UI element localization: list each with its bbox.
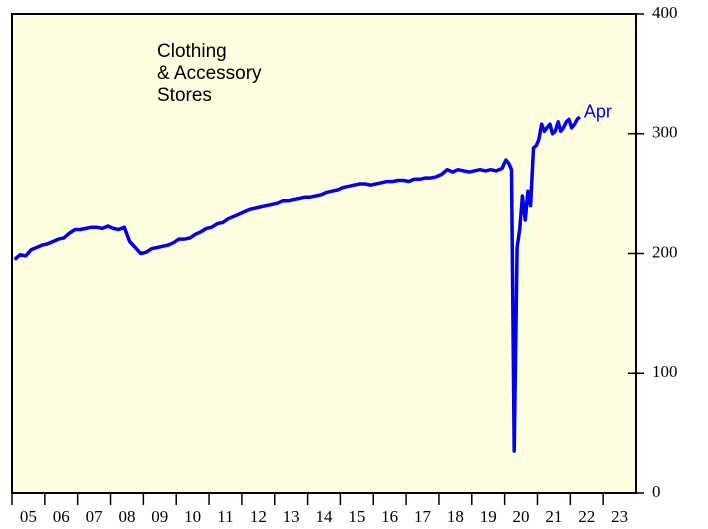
- y-tick-label: 0: [652, 482, 661, 501]
- x-tick-label: 09: [151, 507, 168, 526]
- x-tick-label: 15: [348, 507, 365, 526]
- y-tick-label: 300: [652, 123, 678, 142]
- x-tick-label: 07: [86, 507, 104, 526]
- x-tick-label: 20: [513, 507, 530, 526]
- x-tick-label: 11: [217, 507, 233, 526]
- x-tick-label: 18: [447, 507, 464, 526]
- x-tick-label: 17: [414, 507, 432, 526]
- x-tick-label: 22: [578, 507, 595, 526]
- y-tick-label: 100: [652, 362, 678, 381]
- x-tick-label: 05: [20, 507, 37, 526]
- series-line: [13, 115, 581, 453]
- x-tick-label: 06: [53, 507, 70, 526]
- plot-area: [11, 13, 637, 494]
- x-tick-label: 13: [283, 507, 300, 526]
- x-tick-label: 16: [381, 507, 398, 526]
- y-tick-label: 200: [652, 242, 678, 261]
- x-tick-label: 23: [611, 507, 628, 526]
- chart-title: & Accessory: [157, 63, 262, 84]
- annotation: Apr: [584, 102, 612, 122]
- x-tick-label: 12: [250, 507, 267, 526]
- chart-title: Stores: [157, 85, 212, 106]
- x-tick-label: 14: [316, 507, 334, 526]
- x-tick-label: 19: [480, 507, 497, 526]
- x-tick-label: 08: [118, 507, 135, 526]
- x-tick-label: 21: [545, 507, 562, 526]
- chart-title: Clothing: [157, 41, 227, 62]
- x-tick-label: 10: [184, 507, 201, 526]
- y-tick-label: 400: [652, 3, 678, 22]
